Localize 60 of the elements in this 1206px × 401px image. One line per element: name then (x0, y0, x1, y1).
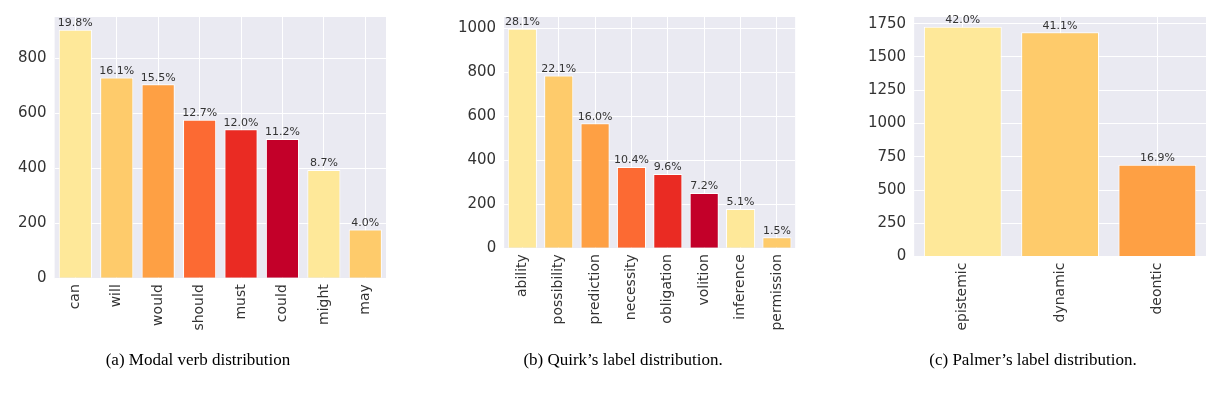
annotation: 42.0% (945, 13, 981, 27)
x-tick-label: might (314, 283, 331, 325)
text: (a) Modal verb distribution (105, 350, 291, 370)
annotation: 4.0% (351, 215, 380, 229)
y-tick-label: 1000 (457, 17, 497, 36)
y-tick-label: 0 (896, 246, 907, 265)
x-tick-label: possibility (549, 254, 566, 325)
annotation: 16.1% (99, 63, 135, 77)
annotation: 8.7% (309, 156, 338, 170)
annotation: 41.1% (1042, 18, 1078, 32)
y-tick-label: 1750 (867, 13, 907, 32)
annotation: 11.2% (264, 125, 300, 139)
y-tick-label: 1500 (867, 46, 907, 65)
annotation: 9.6% (653, 160, 682, 174)
x-tick-label: permission (767, 254, 784, 331)
x-tick-label: ability (513, 254, 529, 298)
annotation: 12.0% (223, 115, 259, 129)
annotation: 1.5% (762, 223, 791, 237)
x-tick-label: inference (731, 254, 748, 320)
annotation: 5.1% (726, 195, 755, 209)
y-tick-label: 800 (17, 48, 47, 67)
annotation: 10.4% (613, 153, 649, 167)
y-tick-label: 200 (17, 213, 47, 232)
y-tick-label: 0 (486, 238, 497, 257)
y-tick-label: 1000 (867, 113, 907, 132)
x-tick-label: could (273, 284, 290, 323)
x-tick-label: prediction (585, 254, 602, 325)
annotation: 22.1% (541, 61, 577, 75)
annotation: 15.5% (140, 70, 176, 84)
x-tick-label: epistemic (953, 262, 970, 331)
x-tick-label: deontic (1148, 262, 1164, 315)
x-tick-label: volition (694, 254, 711, 306)
x-tick-label: would (148, 284, 165, 326)
text: (c) Palmer’s label distribution. (929, 350, 1137, 370)
y-tick-label: 0 (37, 268, 47, 287)
x-tick-label: dynamic (1050, 262, 1067, 323)
x-tick-label: may (355, 284, 372, 315)
x-tick-label: can (65, 284, 82, 310)
x-tick-label: should (190, 284, 207, 331)
annotation: 12.7% (182, 106, 218, 120)
y-tick-label: 200 (467, 194, 497, 213)
annotation: 19.8% (57, 16, 93, 30)
y-tick-label: 800 (467, 61, 497, 80)
annotation: 7.2% (690, 179, 719, 193)
y-tick-label: 600 (467, 105, 497, 124)
annotation: 16.0% (577, 109, 613, 123)
y-tick-label: 250 (877, 213, 907, 232)
y-tick-label: 750 (877, 146, 907, 165)
annotation: 28.1% (504, 15, 540, 29)
x-tick-label: will (107, 284, 124, 308)
y-tick-label: 400 (467, 149, 497, 168)
y-tick-label: 1250 (867, 80, 907, 99)
text: (b) Quirk’s label distribution. (523, 350, 723, 370)
x-tick-label: obligation (658, 254, 675, 324)
x-tick-label: must (231, 283, 248, 320)
annotation: 16.9% (1139, 151, 1175, 165)
x-tick-label: necessity (622, 254, 639, 321)
y-tick-label: 500 (877, 179, 907, 198)
y-tick-label: 400 (17, 158, 47, 177)
y-tick-label: 600 (17, 103, 47, 122)
